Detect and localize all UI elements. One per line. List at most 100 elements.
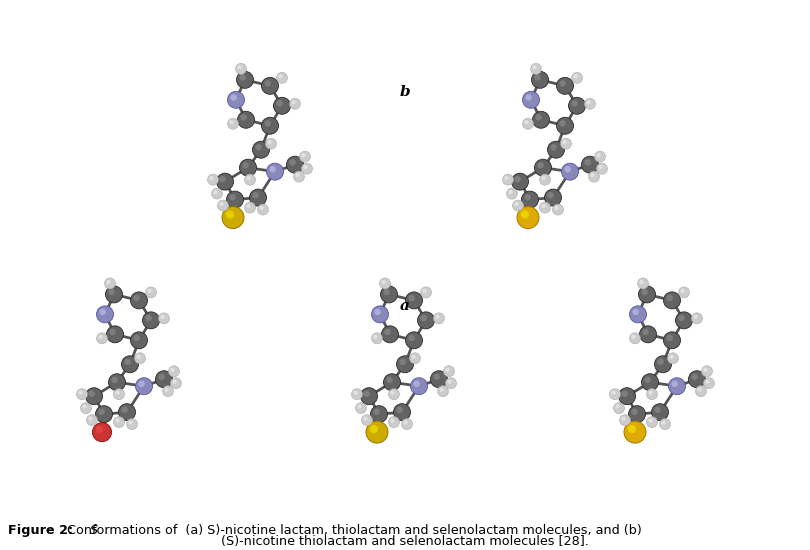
Circle shape — [511, 173, 528, 190]
Circle shape — [679, 287, 689, 298]
Circle shape — [96, 406, 113, 422]
Circle shape — [262, 117, 279, 134]
Circle shape — [301, 153, 305, 157]
Circle shape — [228, 91, 245, 108]
Circle shape — [276, 73, 288, 84]
Circle shape — [160, 315, 164, 319]
Circle shape — [390, 390, 394, 395]
Circle shape — [560, 120, 566, 127]
Circle shape — [237, 111, 254, 128]
Circle shape — [646, 389, 658, 400]
Circle shape — [145, 315, 151, 321]
Circle shape — [403, 421, 407, 425]
Circle shape — [130, 332, 147, 349]
Circle shape — [639, 280, 644, 284]
Circle shape — [130, 292, 147, 309]
Circle shape — [122, 356, 139, 373]
Circle shape — [517, 207, 539, 229]
Circle shape — [556, 78, 573, 94]
Circle shape — [270, 166, 276, 173]
Circle shape — [696, 386, 706, 397]
Circle shape — [514, 176, 521, 183]
Circle shape — [526, 94, 532, 101]
Circle shape — [539, 174, 551, 185]
Circle shape — [646, 417, 658, 428]
Circle shape — [509, 190, 513, 194]
Circle shape — [79, 390, 83, 395]
Circle shape — [96, 426, 103, 433]
Circle shape — [383, 374, 400, 390]
Circle shape — [645, 377, 651, 383]
Circle shape — [701, 366, 713, 377]
Circle shape — [621, 416, 625, 421]
Circle shape — [134, 295, 140, 301]
Circle shape — [408, 335, 415, 341]
Circle shape — [532, 65, 536, 69]
Circle shape — [240, 159, 257, 176]
Circle shape — [113, 389, 125, 400]
Circle shape — [168, 366, 180, 377]
Circle shape — [113, 417, 125, 428]
Circle shape — [638, 286, 655, 303]
Circle shape — [222, 207, 244, 229]
Circle shape — [560, 80, 566, 87]
Circle shape — [704, 378, 714, 389]
Text: a: a — [400, 299, 410, 314]
Circle shape — [209, 176, 214, 180]
Circle shape — [410, 353, 420, 364]
Circle shape — [226, 210, 234, 219]
Circle shape — [258, 204, 268, 215]
Circle shape — [531, 72, 548, 89]
Circle shape — [609, 389, 620, 400]
Circle shape — [229, 194, 236, 200]
Circle shape — [207, 174, 219, 185]
Circle shape — [98, 409, 104, 415]
Circle shape — [544, 189, 561, 206]
Circle shape — [259, 206, 263, 210]
Circle shape — [524, 194, 531, 200]
Circle shape — [381, 286, 398, 303]
Circle shape — [382, 280, 386, 284]
Circle shape — [245, 174, 255, 185]
Circle shape — [654, 356, 671, 373]
Circle shape — [539, 202, 551, 213]
Circle shape — [360, 388, 377, 405]
Circle shape — [237, 65, 241, 69]
Circle shape — [216, 173, 233, 190]
Circle shape — [253, 192, 259, 199]
Circle shape — [571, 100, 578, 107]
Circle shape — [531, 63, 542, 74]
Circle shape — [262, 78, 279, 94]
Circle shape — [293, 171, 305, 182]
Circle shape — [548, 141, 565, 158]
Circle shape — [565, 166, 571, 173]
Circle shape — [300, 151, 310, 162]
Circle shape — [266, 163, 284, 180]
Circle shape — [156, 371, 173, 388]
Circle shape — [289, 98, 301, 109]
Circle shape — [433, 313, 445, 324]
Circle shape — [241, 114, 247, 120]
Circle shape — [356, 403, 366, 414]
Circle shape — [389, 389, 399, 400]
Circle shape — [87, 415, 97, 426]
Circle shape — [227, 191, 244, 208]
Circle shape — [522, 91, 539, 108]
Circle shape — [274, 97, 291, 114]
Circle shape — [76, 389, 87, 400]
Circle shape — [522, 118, 534, 129]
Circle shape — [637, 278, 649, 289]
Circle shape — [147, 289, 151, 293]
Circle shape — [240, 74, 246, 81]
Circle shape — [118, 404, 135, 421]
Text: (S)-nicotine thiolactam and selenolactam molecules [28].: (S)-nicotine thiolactam and selenolactam… — [221, 535, 589, 548]
Circle shape — [255, 144, 262, 151]
Circle shape — [134, 335, 140, 341]
Circle shape — [435, 315, 440, 319]
Circle shape — [447, 379, 451, 384]
Circle shape — [245, 202, 255, 213]
Circle shape — [406, 292, 423, 309]
Circle shape — [264, 120, 271, 127]
Circle shape — [532, 111, 549, 128]
Circle shape — [253, 141, 270, 158]
